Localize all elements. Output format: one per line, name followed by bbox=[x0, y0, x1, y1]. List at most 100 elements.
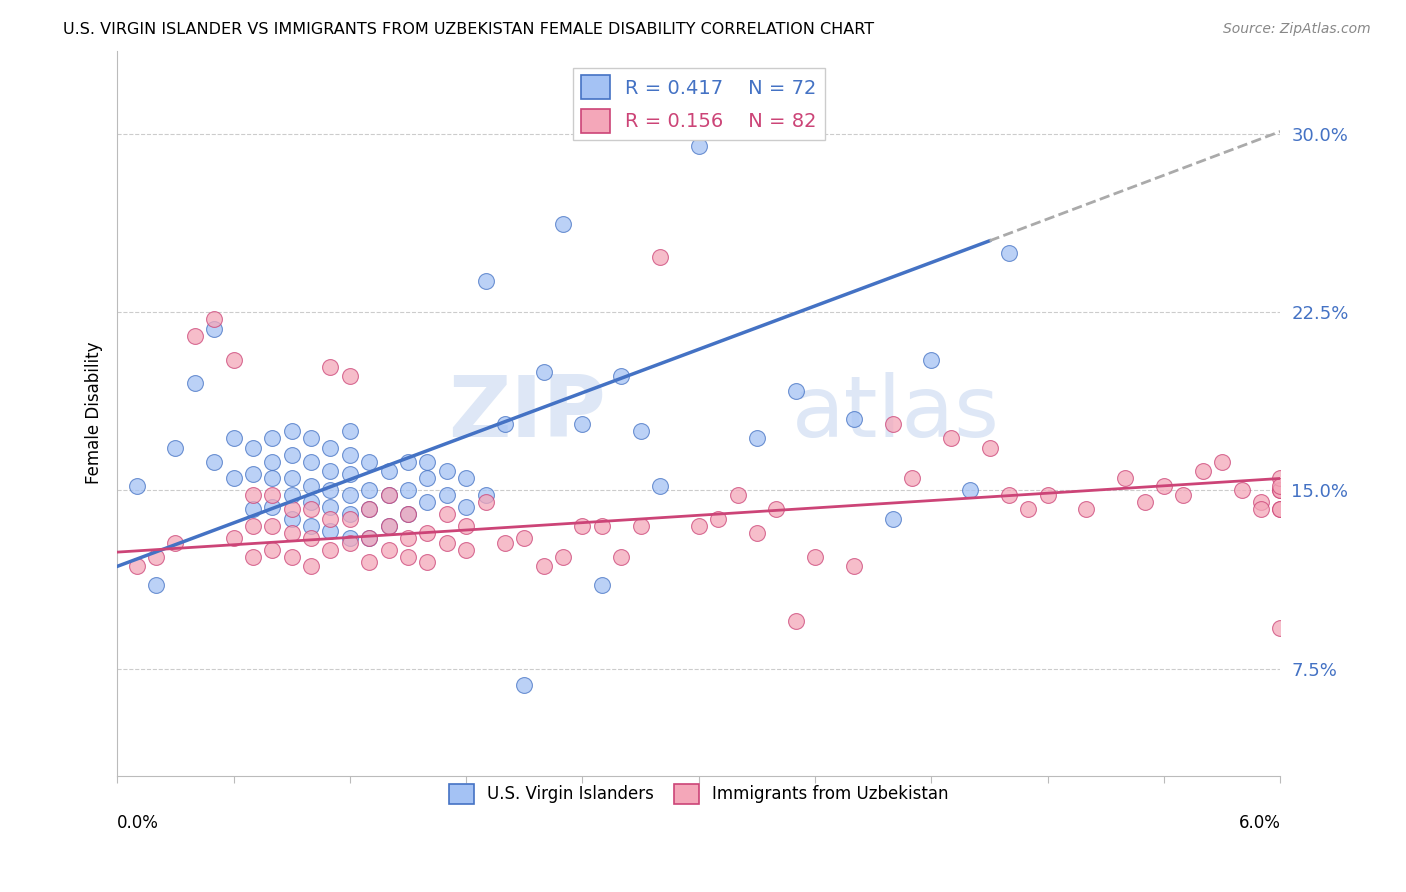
Point bbox=[533, 559, 555, 574]
Point bbox=[359, 502, 381, 516]
Point bbox=[280, 549, 302, 564]
Point bbox=[456, 471, 478, 485]
Point bbox=[1250, 502, 1272, 516]
Point bbox=[416, 495, 439, 509]
Point bbox=[280, 488, 302, 502]
Point bbox=[1270, 621, 1292, 635]
Point bbox=[416, 526, 439, 541]
Point bbox=[319, 359, 342, 374]
Point bbox=[785, 614, 807, 628]
Point bbox=[145, 578, 167, 592]
Point bbox=[280, 512, 302, 526]
Point bbox=[882, 512, 904, 526]
Legend: U.S. Virgin Islanders, Immigrants from Uzbekistan: U.S. Virgin Islanders, Immigrants from U… bbox=[441, 777, 956, 811]
Point bbox=[339, 512, 361, 526]
Point bbox=[416, 471, 439, 485]
Point bbox=[591, 519, 613, 533]
Point bbox=[359, 531, 381, 545]
Point bbox=[222, 431, 245, 445]
Text: atlas: atlas bbox=[792, 372, 1000, 455]
Text: U.S. VIRGIN ISLANDER VS IMMIGRANTS FROM UZBEKISTAN FEMALE DISABILITY CORRELATION: U.S. VIRGIN ISLANDER VS IMMIGRANTS FROM … bbox=[63, 22, 875, 37]
Point bbox=[262, 471, 284, 485]
Point bbox=[396, 455, 419, 469]
Point bbox=[299, 559, 322, 574]
Point bbox=[280, 502, 302, 516]
Point bbox=[571, 519, 593, 533]
Point bbox=[630, 424, 652, 438]
Point bbox=[630, 519, 652, 533]
Point bbox=[242, 441, 264, 455]
Point bbox=[319, 524, 342, 538]
Text: ZIP: ZIP bbox=[449, 372, 606, 455]
Point bbox=[339, 448, 361, 462]
Point bbox=[688, 519, 710, 533]
Point bbox=[202, 312, 225, 326]
Point bbox=[416, 455, 439, 469]
Point bbox=[280, 424, 302, 438]
Point bbox=[494, 417, 516, 431]
Point bbox=[494, 535, 516, 549]
Point bbox=[842, 559, 865, 574]
Point bbox=[998, 488, 1021, 502]
Point bbox=[416, 555, 439, 569]
Point bbox=[359, 455, 381, 469]
Point bbox=[842, 412, 865, 426]
Point bbox=[474, 274, 496, 288]
Text: 6.0%: 6.0% bbox=[1239, 814, 1281, 832]
Y-axis label: Female Disability: Female Disability bbox=[86, 342, 103, 484]
Point bbox=[319, 483, 342, 498]
Point bbox=[165, 441, 187, 455]
Point bbox=[299, 431, 322, 445]
Point bbox=[1211, 455, 1233, 469]
Point bbox=[1230, 483, 1253, 498]
Point bbox=[202, 455, 225, 469]
Point bbox=[1270, 502, 1292, 516]
Point bbox=[959, 483, 981, 498]
Point bbox=[319, 512, 342, 526]
Point bbox=[377, 464, 399, 478]
Point bbox=[299, 455, 322, 469]
Point bbox=[242, 519, 264, 533]
Point bbox=[280, 471, 302, 485]
Point bbox=[262, 431, 284, 445]
Point bbox=[319, 542, 342, 557]
Point bbox=[299, 531, 322, 545]
Point bbox=[125, 478, 148, 492]
Point bbox=[396, 507, 419, 521]
Point bbox=[1036, 488, 1059, 502]
Point bbox=[299, 519, 322, 533]
Point bbox=[319, 500, 342, 514]
Point bbox=[377, 519, 399, 533]
Point bbox=[396, 531, 419, 545]
Point bbox=[456, 519, 478, 533]
Point bbox=[396, 507, 419, 521]
Point bbox=[979, 441, 1001, 455]
Point bbox=[262, 542, 284, 557]
Point bbox=[262, 500, 284, 514]
Point bbox=[359, 483, 381, 498]
Point bbox=[1270, 483, 1292, 498]
Point bbox=[727, 488, 749, 502]
Point bbox=[1270, 502, 1292, 516]
Point bbox=[359, 555, 381, 569]
Point bbox=[319, 441, 342, 455]
Point bbox=[571, 417, 593, 431]
Point bbox=[1270, 471, 1292, 485]
Point bbox=[377, 519, 399, 533]
Point bbox=[262, 488, 284, 502]
Point bbox=[436, 488, 458, 502]
Point bbox=[707, 512, 730, 526]
Point bbox=[901, 471, 924, 485]
Point bbox=[551, 549, 574, 564]
Point bbox=[474, 488, 496, 502]
Point bbox=[184, 376, 207, 391]
Point bbox=[339, 488, 361, 502]
Point bbox=[436, 507, 458, 521]
Point bbox=[299, 478, 322, 492]
Point bbox=[1270, 483, 1292, 498]
Point bbox=[998, 245, 1021, 260]
Point bbox=[765, 502, 787, 516]
Point bbox=[533, 364, 555, 378]
Point bbox=[222, 352, 245, 367]
Point bbox=[648, 478, 671, 492]
